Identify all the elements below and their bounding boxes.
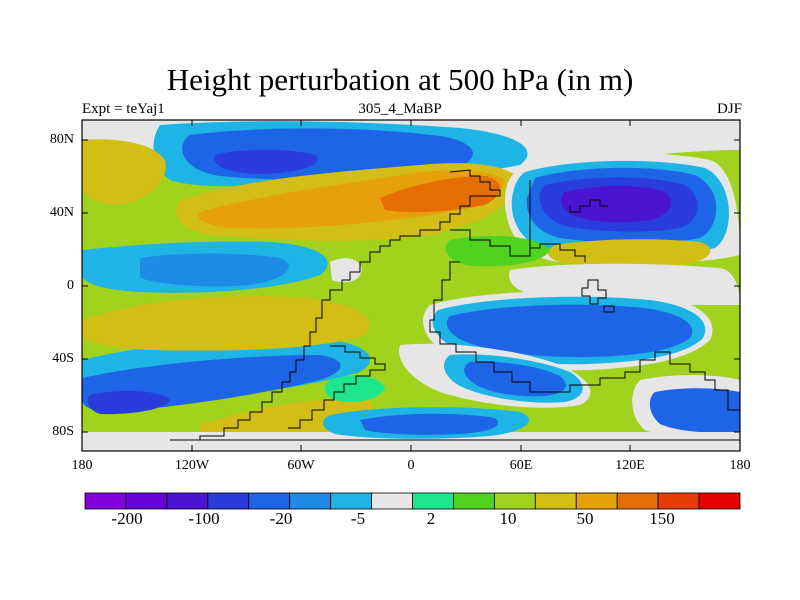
colorbar-swatch <box>166 492 209 510</box>
x-axis-label-180w: 180 <box>71 458 93 473</box>
x-axis-label-60e: 60E <box>509 458 533 473</box>
contour-antarctic-blue <box>360 413 499 435</box>
contour-tropical-green-east <box>445 235 550 267</box>
season-label: DJF <box>716 101 742 117</box>
x-axis-label-60w: 60W <box>287 458 315 473</box>
colorbar <box>84 492 741 510</box>
contour-tropical-blue-west <box>140 253 289 287</box>
x-axis-label-120w: 120W <box>174 458 210 473</box>
colorbar-swatch <box>125 492 168 510</box>
coastline-africa <box>429 261 740 411</box>
colorbar-label-50: 50 <box>576 509 594 528</box>
contour-south-east-blue <box>649 388 740 433</box>
x-axis-label-180e: 180 <box>729 458 751 473</box>
experiment-label: Expt = teYaj1 <box>82 101 165 117</box>
colorbar-swatch <box>84 492 127 510</box>
colorbar-swatch <box>616 492 659 510</box>
contour-asia-violet <box>560 186 672 223</box>
contour-south-yellow-band <box>82 296 370 351</box>
colorbar-label-neg200: -200 <box>111 509 143 528</box>
run-label: 305_4_MaBP <box>358 101 442 117</box>
colorbar-label-neg100: -100 <box>188 509 220 528</box>
contour-npacific-orange <box>82 139 166 205</box>
contour-field <box>82 120 740 451</box>
colorbar-swatch <box>248 492 291 510</box>
coastline-americas <box>170 169 501 441</box>
contour-south-atl-blue <box>464 361 566 397</box>
y-axis-label-80n: 80N <box>49 132 74 147</box>
coastline-layer <box>170 169 740 441</box>
coastline-maritime <box>581 279 615 313</box>
colorbar-swatch <box>207 492 250 510</box>
contour-north-darkblue <box>214 149 318 174</box>
colorbar-swatch <box>289 492 332 510</box>
contour-antarctic-neutral <box>82 432 740 451</box>
colorbar-label-neg5: -5 <box>350 509 366 528</box>
colorbar-label-neg20: -20 <box>269 509 293 528</box>
x-axis-label-120e: 120E <box>615 458 645 473</box>
contour-south-darkblue-pacific <box>87 390 170 415</box>
colorbar-swatch <box>575 492 618 510</box>
contour-indian-blue <box>446 304 693 358</box>
y-axis-label-eq: 0 <box>67 278 74 293</box>
colorbar-swatch <box>412 492 454 510</box>
y-axis-label-80s: 80S <box>52 424 74 439</box>
colorbar-swatch <box>453 492 495 510</box>
x-axis-label-0: 0 <box>407 458 415 473</box>
colorbar-swatch <box>330 492 372 510</box>
contour-atl-neutral <box>330 258 362 283</box>
coastline-asia-north <box>529 180 608 256</box>
contour-atl-teal <box>324 375 385 402</box>
y-axis-label-40s: 40S <box>52 351 74 366</box>
contour-asia-yellow <box>548 239 711 267</box>
colorbar-swatch <box>371 492 413 510</box>
colorbar-swatch <box>534 492 577 510</box>
colorbar-swatch <box>493 492 536 510</box>
coastline-south-america <box>288 345 386 429</box>
colorbar-label-150: 150 <box>649 509 675 528</box>
y-axis-label-40n: 40N <box>49 205 74 220</box>
chart-title: Height perturbation at 500 hPa (in m) <box>166 62 634 97</box>
axis-ticks <box>82 120 740 451</box>
colorbar-label-2: 2 <box>426 509 436 528</box>
colorbar-swatch <box>657 492 700 510</box>
colorbar-label-10: 10 <box>499 509 517 528</box>
colorbar-swatch <box>698 492 741 510</box>
